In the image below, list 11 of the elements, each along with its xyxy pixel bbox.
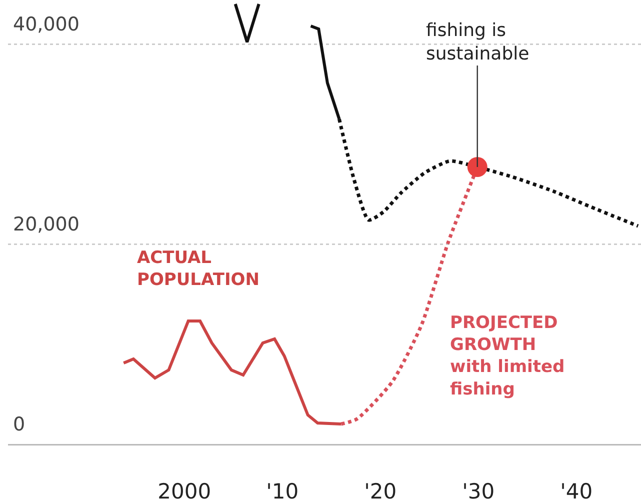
series-label: PROJECTED GROWTH with limited fishing — [450, 313, 565, 400]
x-tick-label: '40 — [560, 480, 593, 504]
y-tick-label: 40,000 — [13, 14, 80, 36]
x-tick-label: '10 — [266, 480, 299, 504]
x-tick-label: 2000 — [158, 480, 212, 504]
y-tick-label: 0 — [13, 414, 26, 436]
x-tick-label: '20 — [364, 480, 397, 504]
annotation: fishing is sustainable — [426, 20, 530, 64]
x-tick-label: '30 — [462, 480, 495, 504]
text: ACTUAL POPULATION — [137, 248, 260, 290]
y-tick-label: 20,000 — [13, 214, 80, 236]
